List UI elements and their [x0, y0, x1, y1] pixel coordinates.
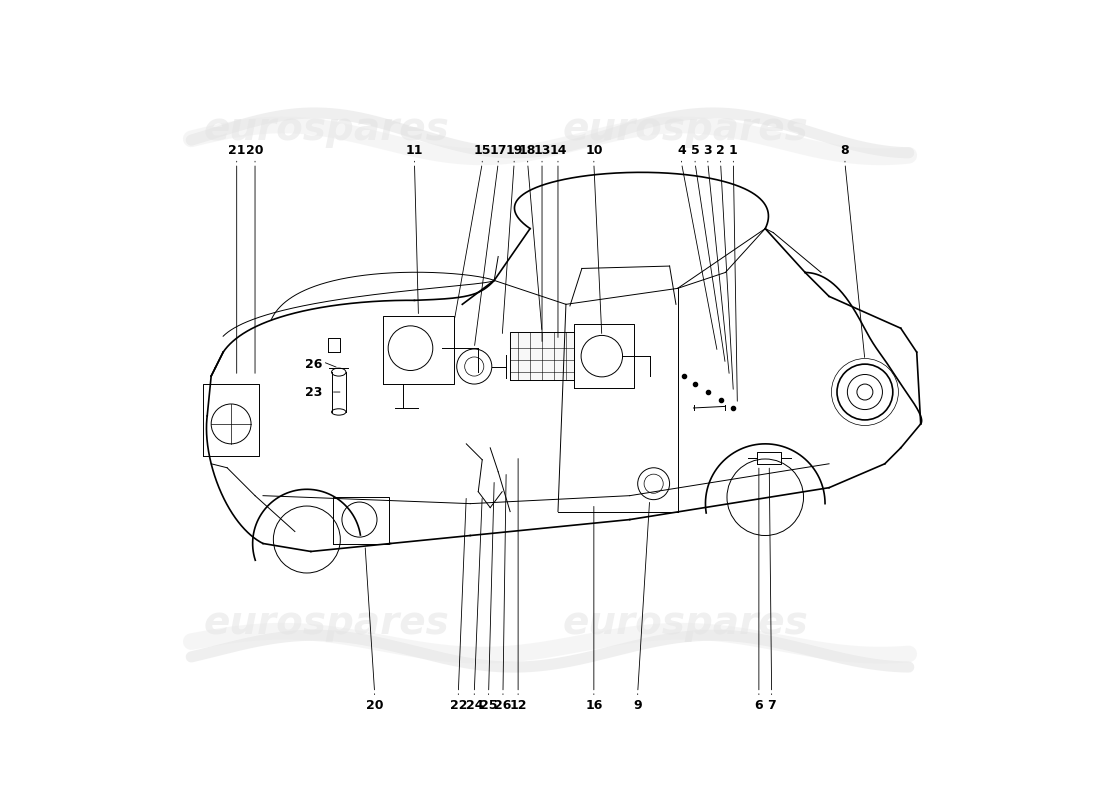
Text: 10: 10	[585, 144, 603, 157]
Text: 2: 2	[716, 144, 725, 157]
Text: 6: 6	[755, 699, 763, 712]
Text: 12: 12	[509, 699, 527, 712]
Text: 18: 18	[519, 144, 537, 157]
Text: 9: 9	[634, 699, 642, 712]
Text: 22: 22	[450, 699, 468, 712]
Text: 26: 26	[306, 358, 322, 370]
Text: 14: 14	[549, 144, 566, 157]
Text: 7: 7	[768, 699, 776, 712]
Text: 1: 1	[729, 144, 738, 157]
Text: 25: 25	[480, 699, 497, 712]
Text: 23: 23	[306, 386, 322, 398]
Text: 20: 20	[246, 144, 264, 157]
Text: 24: 24	[465, 699, 483, 712]
Text: eurospares: eurospares	[204, 110, 450, 148]
Polygon shape	[510, 332, 574, 380]
Text: 26: 26	[494, 699, 512, 712]
Text: 8: 8	[840, 144, 849, 157]
Text: eurospares: eurospares	[563, 110, 808, 148]
Text: 17: 17	[490, 144, 507, 157]
Text: 15: 15	[473, 144, 491, 157]
Text: eurospares: eurospares	[204, 604, 450, 642]
Text: 21: 21	[228, 144, 245, 157]
Text: eurospares: eurospares	[563, 604, 808, 642]
Text: 5: 5	[691, 144, 700, 157]
Text: 11: 11	[406, 144, 424, 157]
Text: 13: 13	[534, 144, 551, 157]
Text: 16: 16	[585, 699, 603, 712]
Text: 3: 3	[704, 144, 712, 157]
Text: 4: 4	[678, 144, 686, 157]
Text: 20: 20	[366, 699, 384, 712]
Text: 19: 19	[505, 144, 522, 157]
